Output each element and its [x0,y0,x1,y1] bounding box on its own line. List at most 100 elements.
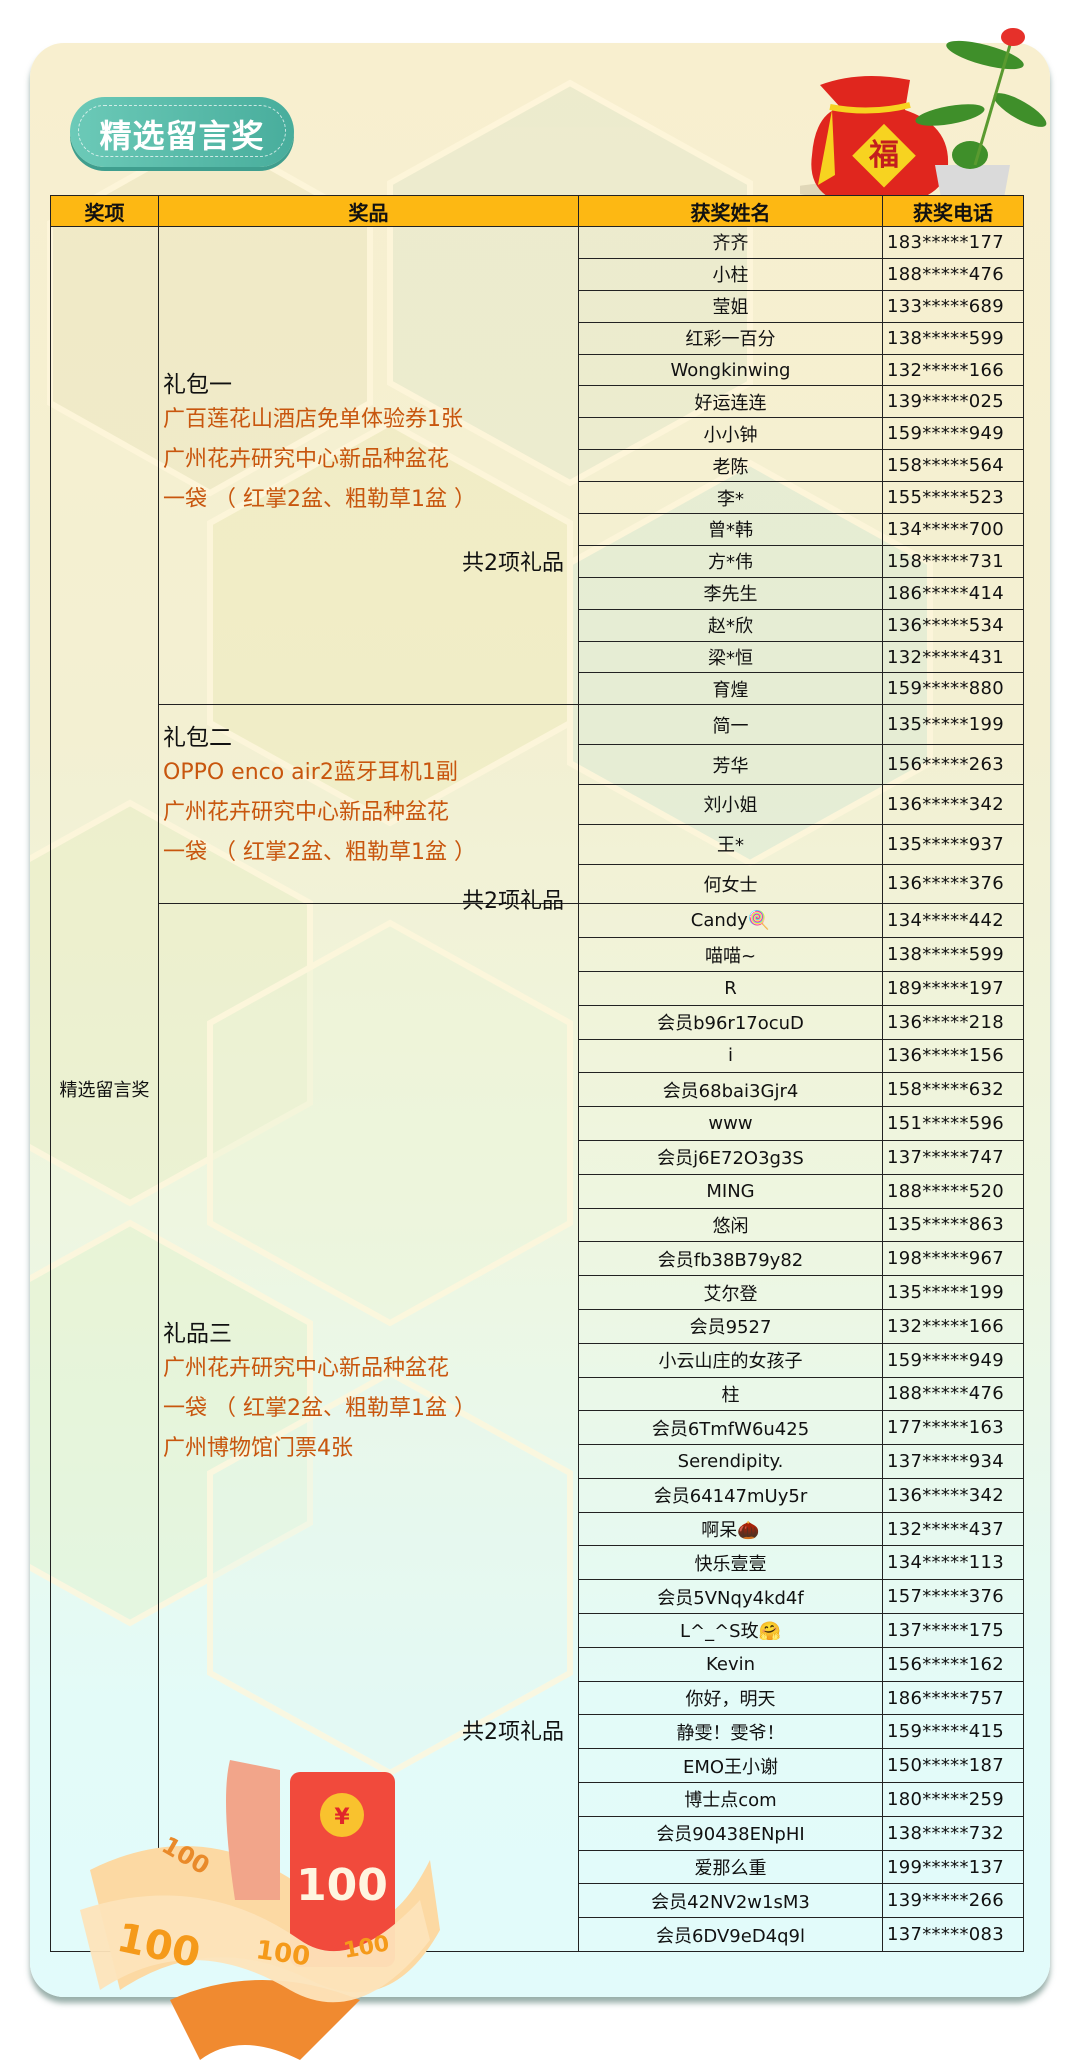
table-row: 老陈 158*****564 [51,449,1024,483]
table-row: 礼品三 广州花卉研究中心新品种盆花 一袋 （ 红掌2盆、粗勒草1盆 ） 广州博物馆门票… [51,903,1024,1953]
yuan-sign: ¥ [334,1805,350,1830]
red-envelope-coupon-icon: ¥ 100 100 100 100 100 [80,1760,440,2060]
winner-name: Wongkinwing [578,353,883,387]
winner-name: 喵喵~ [578,937,883,972]
winner-name: 会员5VNqy4kd4f [578,1579,883,1615]
table-row: 何女士 136*****376 [51,863,1024,905]
prize-item: 广州花卉研究中心新品种盆花 [163,800,450,826]
winner-phone: 139*****025 [882,385,1024,419]
lucky-bag-plant-icon: 福 [800,28,1047,215]
winner-phone: 132*****166 [882,1308,1024,1344]
table-row: 会员68bai3Gjr4 158*****632 [51,1072,1024,1108]
winner-phone: 186*****414 [882,576,1024,610]
table-row: 赵*欣 136*****534 [51,608,1024,642]
winner-phone: 135*****863 [882,1207,1024,1243]
winner-name: 小云山庄的女孩子 [578,1342,883,1378]
table-row: 李* 155*****523 [51,481,1024,515]
winner-phone: 138*****599 [882,937,1024,972]
winner-name: 静雯！雯爷！ [578,1714,883,1750]
page-title: 精选留言奖 [99,117,265,155]
winner-phone: 156*****263 [882,744,1024,785]
winner-name: 简一 [578,704,883,746]
winner-name: R [578,970,883,1006]
table-row: 小小钟 159*****949 [51,417,1024,451]
table-row: 会员j6E72O3g3S 137*****747 [51,1139,1024,1175]
winner-phone: 186*****757 [882,1680,1024,1716]
winner-phone: 180*****259 [882,1782,1024,1817]
winner-name: EMO王小谢 [578,1748,883,1784]
winner-phone: 156*****162 [882,1646,1024,1682]
prize-count: 共2项礼品 [462,551,564,576]
table-row: 梁*恒 132*****431 [51,640,1024,674]
table-row: 精选留言奖 礼包一 广百莲花山酒店免单体验券1张 广州花卉研究中心新品种盆花 一袋 （ … [50,225,1024,1953]
prize-count: 共2项礼品 [462,1720,564,1746]
table-row: 李先生 186*****414 [51,576,1024,610]
winner-phone: 139*****266 [882,1883,1024,1919]
winner-phone: 159*****880 [882,672,1024,706]
table-row: 好运连连 139*****025 [51,385,1024,419]
table-row: 你好，明天 186*****757 [51,1680,1024,1716]
winner-phone: 198*****967 [882,1241,1024,1277]
prize-package-title: 礼品三 [163,1321,232,1348]
winner-phone: 134*****113 [882,1545,1024,1581]
winner-name: 育煌 [578,672,883,706]
winner-phone: 150*****187 [882,1748,1024,1784]
prize-item: 广州花卉研究中心新品种盆花 [163,447,450,472]
table-row: 刘小姐 136*****342 [51,783,1024,825]
winner-name: 会员90438ENpHI [578,1815,883,1851]
winner-phone: 137*****083 [882,1917,1024,1953]
winner-phone: 159*****949 [882,417,1024,451]
winner-phone: 159*****415 [882,1714,1024,1750]
table-row: 会员42NV2w1sM3 139*****266 [51,1883,1024,1919]
prize-cell: 礼包二 OPPO enco air2蓝牙耳机1副 广州花卉研究中心新品种盆花 一袋 （… [158,704,579,914]
table-row: 会员64147mUy5r 136*****342 [51,1477,1024,1513]
winner-phone: 158*****564 [882,449,1024,483]
table-row: 啊呆🌰 132*****437 [51,1511,1024,1547]
winner-phone: 132*****166 [882,353,1024,387]
winner-phone: 134*****700 [882,513,1024,546]
winner-phone: 137*****934 [882,1444,1024,1479]
table-row: 会员b96r17ocuD 136*****218 [51,1004,1024,1040]
table-row: 会员6TmfW6u425 177*****163 [51,1410,1024,1446]
prize-cell: 礼包一 广百莲花山酒店免单体验券1张 广州花卉研究中心新品种盆花 一袋 （ 红掌2盆、… [158,225,579,706]
table-row: 芳华 156*****263 [51,744,1024,785]
prize-item: 广州花卉研究中心新品种盆花 [163,1356,450,1382]
winner-phone: 134*****442 [882,903,1024,939]
winner-name: MING [578,1173,883,1209]
envelope-value: 100 [296,1860,388,1911]
table-header-row: 奖项 奖品 获奖姓名 获奖电话 [50,195,1024,227]
winner-name: 方*伟 [578,544,883,578]
table-row: 悠闲 135*****863 [51,1207,1024,1243]
winners-table: 奖项 奖品 获奖姓名 获奖电话 精选留言奖 礼包一 广百莲花山酒店免单体验券1张 广州… [50,195,1024,1953]
table-row: 柱 188*****476 [51,1376,1024,1412]
prize-item: 一袋 （ 红掌2盆、粗勒草1盆 ） [163,840,476,866]
winner-phone: 159*****949 [882,1342,1024,1378]
table-row: i 136*****156 [51,1038,1024,1074]
winner-phone: 136*****534 [882,608,1024,642]
winner-phone: 136*****376 [882,863,1024,905]
winner-phone: 138*****599 [882,321,1024,355]
winner-name: 悠闲 [578,1207,883,1243]
winner-phone: 199*****137 [882,1849,1024,1885]
winner-phone: 158*****731 [882,544,1024,578]
winner-name: 艾尔登 [578,1275,883,1310]
table-row: 育煌 159*****880 [51,672,1024,706]
winner-name: 小小钟 [578,417,883,451]
winner-name: 啊呆🌰 [578,1511,883,1547]
title-badge: 精选留言奖 [70,97,294,167]
winner-name: Kevin [578,1646,883,1682]
winner-phone: 132*****437 [882,1511,1024,1547]
header-phone: 获奖电话 [882,195,1024,227]
winner-phone: 177*****163 [882,1410,1024,1446]
table-row: 会员fb38B79y82 198*****967 [51,1241,1024,1277]
table-row: 博士点com 180*****259 [51,1782,1024,1817]
prize-item: 一袋 （ 红掌2盆、粗勒草1盆 ） [163,487,476,512]
table-row: www 151*****596 [51,1106,1024,1141]
winner-name: 刘小姐 [578,783,883,825]
award-cell: 精选留言奖 [50,225,159,1953]
table-row: EMO王小谢 150*****187 [51,1748,1024,1784]
winner-name: 齐齐 [578,226,883,259]
prize-item: 广州博物馆门票4张 [163,1436,353,1462]
winner-phone: 135*****199 [882,1275,1024,1310]
winner-name: 会员9527 [578,1308,883,1344]
